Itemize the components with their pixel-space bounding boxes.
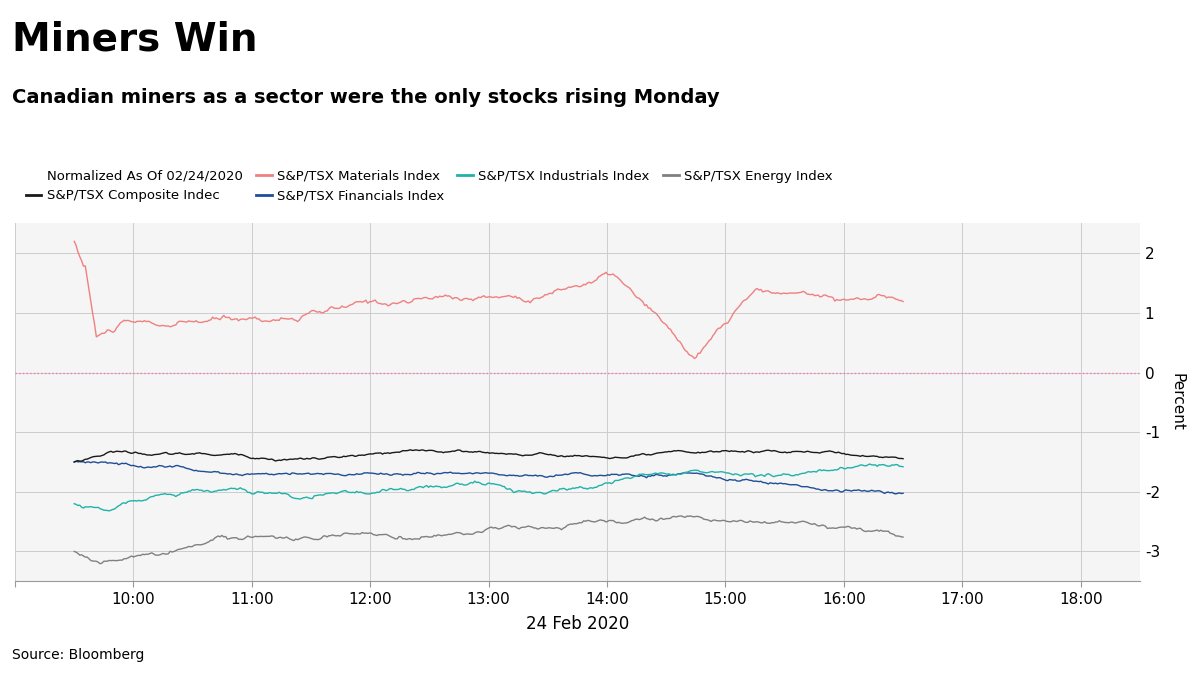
Text: Canadian miners as a sector were the only stocks rising Monday: Canadian miners as a sector were the onl… — [12, 88, 720, 107]
Legend: Normalized As Of 02/24/2020, S&P/TSX Composite Indec, S&P/TSX Materials Index, S: Normalized As Of 02/24/2020, S&P/TSX Com… — [22, 165, 836, 206]
Y-axis label: Percent: Percent — [1170, 373, 1186, 431]
Text: Miners Win: Miners Win — [12, 20, 258, 58]
X-axis label: 24 Feb 2020: 24 Feb 2020 — [526, 615, 629, 633]
Text: Source: Bloomberg: Source: Bloomberg — [12, 647, 144, 662]
